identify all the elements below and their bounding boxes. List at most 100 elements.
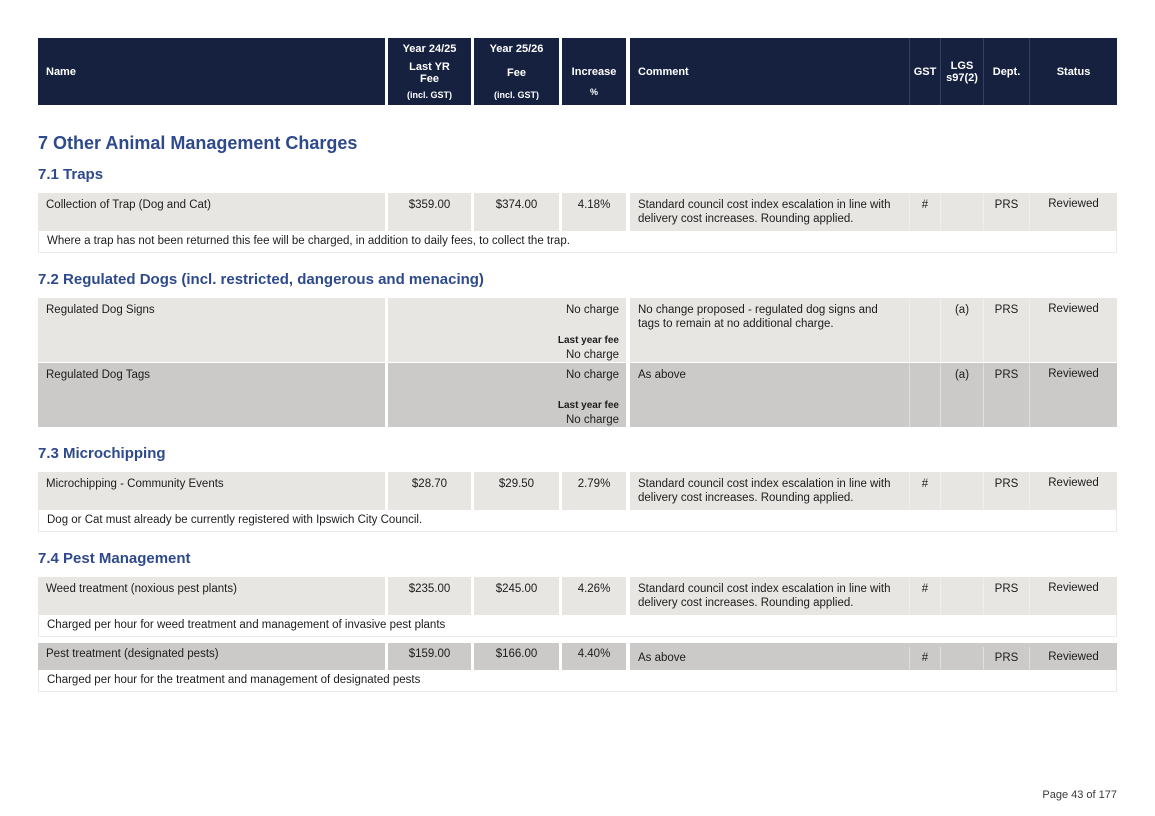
column-divider xyxy=(471,38,474,105)
prev-gst-note: (incl. GST) xyxy=(407,90,452,100)
fee-status: Reviewed xyxy=(1029,577,1117,615)
prev-fee-label: Last YR Fee xyxy=(409,60,450,85)
fee-gst: # xyxy=(909,193,940,231)
fee-note: Charged per hour for the treatment and m… xyxy=(38,670,1117,692)
column-header-comment: Comment xyxy=(638,65,689,78)
fee-lgs: (a) xyxy=(940,363,983,427)
fee-name: Regulated Dog Signs xyxy=(38,298,385,362)
column-divider xyxy=(385,193,388,231)
column-header-increase: Increase % xyxy=(562,38,626,105)
fee-comment: As above xyxy=(638,652,686,664)
fee-name: Microchipping - Community Events xyxy=(38,472,385,510)
curr-fee-label: Fee xyxy=(507,66,526,79)
fee-comment: As above xyxy=(638,369,686,381)
fee-lgs xyxy=(940,647,983,670)
column-divider xyxy=(626,577,630,615)
fee-increase: 4.40% xyxy=(562,643,626,670)
fee-current-year: $166.00 xyxy=(474,643,559,670)
fee-row-collection-of-trap: Collection of Trap (Dog and Cat) $359.00… xyxy=(38,193,1117,231)
fee-gst xyxy=(909,298,940,362)
fee-row-regulated-dog-tags: Regulated Dog Tags No charge Last year f… xyxy=(38,363,1117,427)
fee-prev-year: $359.00 xyxy=(388,193,471,231)
column-divider xyxy=(626,38,630,105)
fee-comment: Standard council cost index escalation i… xyxy=(638,478,891,504)
fee-no-charge-block: No charge Last year fee No charge xyxy=(388,363,626,427)
fee-status: Reviewed xyxy=(1029,472,1117,510)
fee-dept: PRS xyxy=(983,647,1029,670)
column-divider xyxy=(626,363,630,427)
fee-gst xyxy=(909,363,940,427)
fee-detail-group: Standard council cost index escalation i… xyxy=(630,472,1117,510)
column-divider xyxy=(471,643,474,670)
fee-detail-group: Standard council cost index escalation i… xyxy=(630,193,1117,231)
column-divider xyxy=(559,643,562,670)
fee-current-no-charge: No charge xyxy=(565,369,619,381)
column-header-name: Name xyxy=(38,38,385,105)
fee-current-year: $374.00 xyxy=(474,193,559,231)
column-divider xyxy=(626,643,630,670)
fees-register-content: Name Year 24/25 Last YR Fee (incl. GST) … xyxy=(38,38,1117,692)
fee-row-regulated-dog-signs: Regulated Dog Signs No charge Last year … xyxy=(38,298,1117,362)
fee-prev-year: $159.00 xyxy=(388,643,471,670)
table-header: Name Year 24/25 Last YR Fee (incl. GST) … xyxy=(38,38,1117,105)
subsection-title-microchipping: 7.3 Microchipping xyxy=(38,445,166,462)
fee-dept: PRS xyxy=(983,577,1029,615)
fee-lgs xyxy=(940,193,983,231)
fee-dept: PRS xyxy=(983,472,1029,510)
column-header-name-label: Name xyxy=(46,65,76,78)
fee-no-charge-block: No charge Last year fee No charge xyxy=(388,298,626,362)
curr-year-line: Year 25/26 xyxy=(489,43,544,55)
fee-gst: # xyxy=(909,472,940,510)
column-header-right-group: Comment GST LGS s97(2) Dept. Status xyxy=(630,38,1117,105)
fee-comment: No change proposed - regulated dog signs… xyxy=(638,304,878,330)
column-divider xyxy=(385,363,388,427)
fee-increase: 4.18% xyxy=(562,193,626,231)
fee-comment: Standard council cost index escalation i… xyxy=(638,583,891,609)
column-divider xyxy=(385,38,388,105)
prev-year-line: Year 24/25 xyxy=(402,43,457,55)
page-number: Page 43 of 177 xyxy=(1042,789,1117,801)
fee-gst: # xyxy=(909,647,940,670)
fee-dept: PRS xyxy=(983,363,1029,427)
fee-dept: PRS xyxy=(983,298,1029,362)
column-divider xyxy=(385,472,388,510)
fee-previous-no-charge: No charge xyxy=(565,414,619,426)
fee-status: Reviewed xyxy=(1029,647,1117,670)
fee-comment: Standard council cost index escalation i… xyxy=(638,199,891,225)
fee-detail-group: Standard council cost index escalation i… xyxy=(630,577,1117,615)
column-divider xyxy=(559,38,562,105)
fee-current-year: $245.00 xyxy=(474,577,559,615)
fee-prev-year: $235.00 xyxy=(388,577,471,615)
subsection-title-regulated-dogs: 7.2 Regulated Dogs (incl. restricted, da… xyxy=(38,271,484,288)
fee-lgs xyxy=(940,577,983,615)
fee-increase: 2.79% xyxy=(562,472,626,510)
fee-note: Dog or Cat must already be currently reg… xyxy=(38,510,1117,532)
subsection-title-pest-management: 7.4 Pest Management xyxy=(38,550,191,567)
fee-name: Regulated Dog Tags xyxy=(38,363,385,427)
column-header-prev-year-fee: Year 24/25 Last YR Fee (incl. GST) xyxy=(388,38,471,105)
fee-status: Reviewed xyxy=(1029,298,1117,362)
fee-increase: 4.26% xyxy=(562,577,626,615)
fee-row-weed-treatment: Weed treatment (noxious pest plants) $23… xyxy=(38,577,1117,615)
fee-row-microchipping: Microchipping - Community Events $28.70 … xyxy=(38,472,1117,510)
column-divider xyxy=(385,298,388,362)
fee-name: Pest treatment (designated pests) xyxy=(38,643,385,670)
column-divider xyxy=(626,193,630,231)
last-year-fee-label: Last year fee xyxy=(557,400,619,411)
increase-label: Increase xyxy=(571,66,617,78)
fee-detail-group: No change proposed - regulated dog signs… xyxy=(630,298,1117,362)
fee-note: Where a trap has not been returned this … xyxy=(38,231,1117,253)
fee-name: Collection of Trap (Dog and Cat) xyxy=(38,193,385,231)
fee-status: Reviewed xyxy=(1029,363,1117,427)
column-divider xyxy=(385,577,388,615)
fee-name: Weed treatment (noxious pest plants) xyxy=(38,577,385,615)
section-title: 7 Other Animal Management Charges xyxy=(38,133,358,153)
last-year-fee-label: Last year fee xyxy=(557,335,619,346)
fee-prev-year: $28.70 xyxy=(388,472,471,510)
column-divider xyxy=(471,577,474,615)
column-header-lgs: LGS s97(2) xyxy=(940,38,983,105)
column-divider xyxy=(471,193,474,231)
column-header-status: Status xyxy=(1029,38,1117,105)
column-header-dept: Dept. xyxy=(983,38,1029,105)
